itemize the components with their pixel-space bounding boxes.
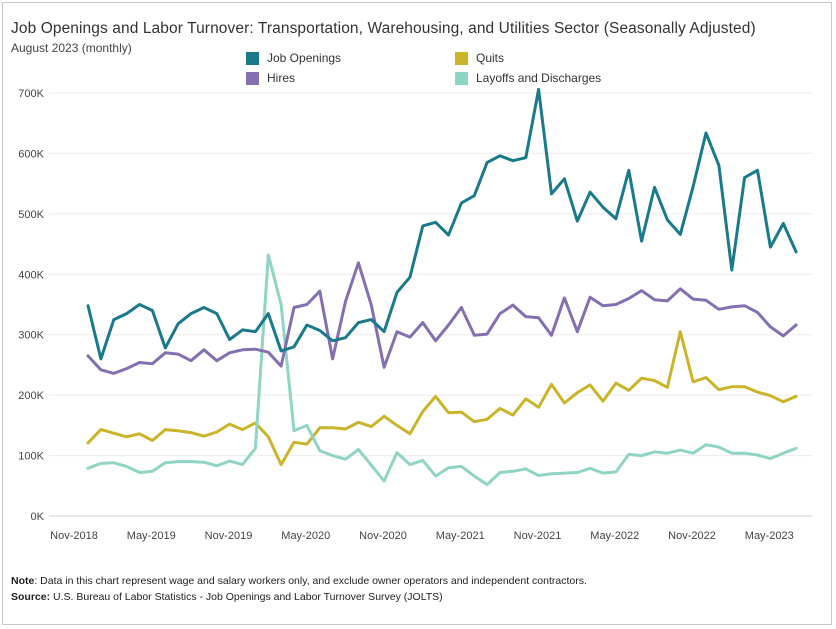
legend-label-quits: Quits — [476, 51, 505, 65]
y-tick-label: 0K — [31, 511, 45, 523]
x-tick-label: Nov-2021 — [514, 530, 562, 542]
chart-title: Job Openings and Labor Turnover: Transpo… — [11, 20, 756, 37]
y-tick-label: 200K — [18, 390, 44, 402]
footnote-source: Source: U.S. Bureau of Labor Statistics … — [11, 591, 443, 603]
y-tick-label: 700K — [18, 88, 44, 100]
y-tick-label: 400K — [18, 269, 44, 281]
legend-label-hires: Hires — [267, 71, 296, 85]
source-text: U.S. Bureau of Labor Statistics - Job Op… — [50, 591, 443, 603]
legend-swatch-hires — [246, 71, 259, 85]
legend-swatch-job-openings — [246, 51, 259, 65]
series-line-quits[interactable] — [86, 330, 798, 467]
y-tick-label: 500K — [18, 209, 44, 221]
series-line-layoffs-and-discharges[interactable] — [86, 253, 798, 487]
legend-item-quits[interactable]: Quits — [455, 51, 504, 65]
legend-swatch-layoffs — [455, 71, 468, 85]
footnote-note: Note: Data in this chart represent wage … — [11, 575, 587, 587]
legend-swatch-quits — [455, 51, 468, 65]
x-tick-label: Nov-2022 — [668, 530, 716, 542]
x-tick-label: May-2021 — [436, 530, 485, 542]
source-label: Source: — [11, 591, 51, 603]
x-tick-label: Nov-2020 — [359, 530, 407, 542]
note-label: Note — [11, 575, 35, 587]
y-tick-label: 100K — [18, 451, 44, 463]
chart-subtitle: August 2023 (monthly) — [11, 41, 132, 55]
series-line-hires[interactable] — [86, 261, 798, 375]
x-tick-label: May-2023 — [745, 530, 794, 542]
note-text: : Data in this chart represent wage and … — [34, 575, 587, 587]
x-tick-label: May-2019 — [127, 530, 176, 542]
x-tick-label: Nov-2019 — [205, 530, 253, 542]
y-tick-label: 600K — [18, 148, 44, 160]
legend-label-layoffs: Layoffs and Discharges — [476, 71, 602, 85]
legend-item-hires[interactable]: Hires — [246, 71, 295, 85]
legend-label-job-openings: Job Openings — [267, 51, 342, 65]
x-tick-label: May-2022 — [590, 530, 639, 542]
y-tick-label: 300K — [18, 330, 44, 342]
x-tick-label: Nov-2018 — [50, 530, 98, 542]
series-line-job-openings[interactable] — [86, 87, 798, 361]
legend-item-layoffs[interactable]: Layoffs and Discharges — [455, 71, 601, 85]
legend-item-job-openings[interactable]: Job Openings — [246, 51, 341, 65]
x-tick-label: May-2020 — [281, 530, 330, 542]
